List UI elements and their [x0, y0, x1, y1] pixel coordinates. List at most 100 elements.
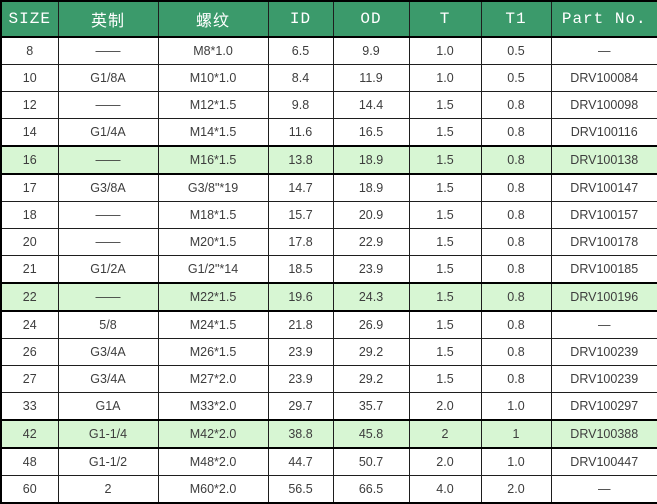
table-cell[interactable]: 0.8: [480, 255, 552, 284]
table-cell[interactable]: —: [550, 36, 657, 65]
table-cell[interactable]: 1.5: [408, 228, 482, 256]
table-cell[interactable]: —: [550, 475, 657, 504]
table-cell[interactable]: 2.0: [480, 475, 552, 504]
table-cell[interactable]: 1.5: [408, 338, 482, 366]
table-cell[interactable]: 0.8: [480, 118, 552, 147]
table-cell[interactable]: 8.4: [267, 64, 334, 92]
table-cell[interactable]: ——: [57, 282, 159, 312]
table-cell[interactable]: G1/2A: [57, 255, 159, 284]
table-cell[interactable]: DRV100157: [550, 201, 657, 229]
table-cell[interactable]: 18: [0, 201, 59, 229]
table-cell[interactable]: 45.8: [332, 419, 410, 449]
table-cell[interactable]: 1.5: [408, 118, 482, 147]
table-cell[interactable]: ——: [57, 201, 159, 229]
table-cell[interactable]: ——: [57, 36, 159, 65]
table-cell[interactable]: 44.7: [267, 447, 334, 476]
table-cell[interactable]: 16.5: [332, 118, 410, 147]
table-cell[interactable]: M20*1.5: [157, 228, 269, 256]
table-cell[interactable]: 18.9: [332, 173, 410, 202]
table-cell[interactable]: DRV100185: [550, 255, 657, 284]
table-cell[interactable]: 56.5: [267, 475, 334, 504]
table-cell[interactable]: 26: [0, 338, 59, 366]
table-cell[interactable]: DRV100447: [550, 447, 657, 476]
table-cell[interactable]: M8*1.0: [157, 36, 269, 65]
table-cell[interactable]: 35.7: [332, 392, 410, 421]
table-cell[interactable]: 23.9: [267, 365, 334, 393]
table-cell[interactable]: 27: [0, 365, 59, 393]
table-cell[interactable]: 0.8: [480, 310, 552, 339]
table-cell[interactable]: 2: [408, 419, 482, 449]
table-cell[interactable]: DRV100116: [550, 118, 657, 147]
table-cell[interactable]: 0.8: [480, 91, 552, 119]
table-cell[interactable]: DRV100098: [550, 91, 657, 119]
table-cell[interactable]: 1.5: [408, 282, 482, 312]
table-cell[interactable]: 1.5: [408, 201, 482, 229]
table-cell[interactable]: G3/8"*19: [157, 173, 269, 202]
table-cell[interactable]: M26*1.5: [157, 338, 269, 366]
table-cell[interactable]: 20.9: [332, 201, 410, 229]
table-cell[interactable]: 16: [0, 145, 59, 175]
table-cell[interactable]: 1: [480, 419, 552, 449]
table-cell[interactable]: 1.0: [408, 36, 482, 65]
table-cell[interactable]: 24.3: [332, 282, 410, 312]
table-cell[interactable]: 48: [0, 447, 59, 476]
table-cell[interactable]: 50.7: [332, 447, 410, 476]
table-cell[interactable]: DRV100147: [550, 173, 657, 202]
table-cell[interactable]: 22.9: [332, 228, 410, 256]
table-cell[interactable]: 22: [0, 282, 59, 312]
table-cell[interactable]: ——: [57, 91, 159, 119]
table-cell[interactable]: DRV100084: [550, 64, 657, 92]
table-cell[interactable]: G1/4A: [57, 118, 159, 147]
table-cell[interactable]: 1.5: [408, 145, 482, 175]
table-cell[interactable]: 14: [0, 118, 59, 147]
table-cell[interactable]: 26.9: [332, 310, 410, 339]
table-cell[interactable]: 18.9: [332, 145, 410, 175]
table-cell[interactable]: M42*2.0: [157, 419, 269, 449]
table-cell[interactable]: 60: [0, 475, 59, 504]
table-cell[interactable]: M27*2.0: [157, 365, 269, 393]
table-cell[interactable]: 38.8: [267, 419, 334, 449]
table-cell[interactable]: 21: [0, 255, 59, 284]
table-cell[interactable]: 1.5: [408, 91, 482, 119]
table-cell[interactable]: G3/8A: [57, 173, 159, 202]
table-cell[interactable]: 0.8: [480, 282, 552, 312]
table-cell[interactable]: DRV100138: [550, 145, 657, 175]
table-cell[interactable]: 18.5: [267, 255, 334, 284]
table-cell[interactable]: 1.5: [408, 173, 482, 202]
table-cell[interactable]: ——: [57, 228, 159, 256]
table-cell[interactable]: 66.5: [332, 475, 410, 504]
table-cell[interactable]: 0.8: [480, 365, 552, 393]
table-cell[interactable]: 14.7: [267, 173, 334, 202]
table-cell[interactable]: G1/8A: [57, 64, 159, 92]
table-cell[interactable]: 1.5: [408, 365, 482, 393]
table-cell[interactable]: 1.5: [408, 310, 482, 339]
table-cell[interactable]: G3/4A: [57, 365, 159, 393]
table-cell[interactable]: 17.8: [267, 228, 334, 256]
table-cell[interactable]: 11.6: [267, 118, 334, 147]
table-cell[interactable]: 23.9: [267, 338, 334, 366]
table-cell[interactable]: 2: [57, 475, 159, 504]
table-cell[interactable]: 0.5: [480, 64, 552, 92]
table-cell[interactable]: DRV100388: [550, 419, 657, 449]
table-cell[interactable]: M18*1.5: [157, 201, 269, 229]
table-cell[interactable]: M14*1.5: [157, 118, 269, 147]
table-cell[interactable]: 2.0: [408, 447, 482, 476]
table-cell[interactable]: 8: [0, 36, 59, 65]
table-cell[interactable]: 23.9: [332, 255, 410, 284]
table-cell[interactable]: M60*2.0: [157, 475, 269, 504]
table-cell[interactable]: 1.0: [408, 64, 482, 92]
table-cell[interactable]: M24*1.5: [157, 310, 269, 339]
table-cell[interactable]: 0.5: [480, 36, 552, 65]
table-cell[interactable]: 6.5: [267, 36, 334, 65]
table-cell[interactable]: DRV100297: [550, 392, 657, 421]
table-cell[interactable]: G1-1/2: [57, 447, 159, 476]
table-cell[interactable]: 20: [0, 228, 59, 256]
table-cell[interactable]: 13.8: [267, 145, 334, 175]
table-cell[interactable]: 29.2: [332, 338, 410, 366]
table-cell[interactable]: 1.0: [480, 392, 552, 421]
table-cell[interactable]: 1.5: [408, 255, 482, 284]
table-cell[interactable]: M16*1.5: [157, 145, 269, 175]
table-cell[interactable]: 17: [0, 173, 59, 202]
table-cell[interactable]: DRV100239: [550, 365, 657, 393]
table-cell[interactable]: 19.6: [267, 282, 334, 312]
